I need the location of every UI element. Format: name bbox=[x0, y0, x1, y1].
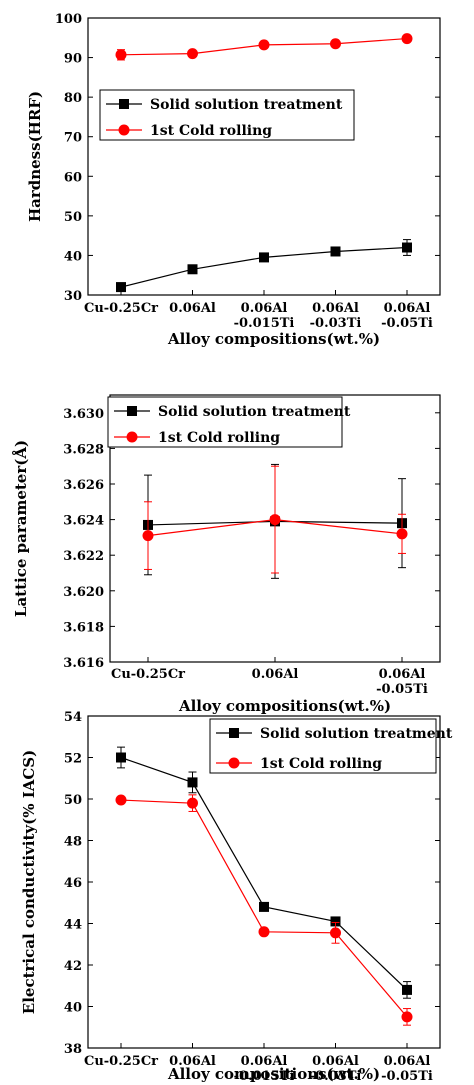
data-point-square bbox=[259, 901, 269, 912]
data-point-square bbox=[402, 984, 412, 995]
data-point-square bbox=[402, 242, 412, 253]
data-point-circle bbox=[115, 794, 127, 806]
data-point-square bbox=[330, 916, 341, 927]
y-tick-label: 3.626 bbox=[63, 478, 104, 493]
y-tick-label: 42 bbox=[64, 959, 82, 974]
series-line bbox=[120, 756, 408, 991]
data-point-circle bbox=[401, 33, 413, 45]
legend-label: 1st Cold rolling bbox=[150, 123, 272, 139]
data-point-circle bbox=[401, 1011, 413, 1023]
legend-label: 1st Cold rolling bbox=[158, 430, 280, 446]
y-axis-title: Lattice parameter(Å) bbox=[12, 440, 30, 617]
data-point-square bbox=[187, 777, 198, 788]
x-axis-title: Alloy compositions(wt.%) bbox=[178, 697, 391, 715]
x-tick-label: -0.015Ti bbox=[234, 1069, 295, 1084]
y-tick-label: 3.618 bbox=[63, 620, 104, 635]
x-tick-label: 0.06Al bbox=[384, 1054, 431, 1069]
legend-marker-square bbox=[229, 728, 239, 738]
y-tick-label: 46 bbox=[64, 876, 82, 891]
x-tick-label: -0.05Ti bbox=[381, 1069, 433, 1084]
legend-label: 1st Cold rolling bbox=[260, 756, 382, 772]
data-point-circle bbox=[269, 514, 281, 526]
y-tick-label: 3.628 bbox=[63, 442, 104, 457]
y-tick-label: 52 bbox=[64, 752, 82, 767]
legend-marker-circle bbox=[118, 124, 130, 136]
data-point-square bbox=[116, 282, 126, 293]
x-tick-label: Cu-0.25Cr bbox=[84, 1054, 158, 1069]
lattice-parameter-chart: 3.616 3.618 3.620 3.622 3.624 3.626 3.628 3.630… bbox=[12, 394, 441, 715]
x-tick-label: -0.015Ti bbox=[234, 316, 295, 331]
data-point-circle bbox=[187, 48, 198, 60]
legend-label: Solid solution treatment bbox=[260, 726, 453, 742]
legend-marker-square bbox=[127, 406, 137, 416]
x-tick-label: -0.05Ti bbox=[381, 316, 433, 331]
y-tick-label: 70 bbox=[64, 131, 82, 146]
x-tick-label: 0.06Al bbox=[169, 301, 216, 316]
data-point-circle bbox=[396, 528, 408, 540]
x-tick-label: 0.06Al bbox=[252, 667, 299, 682]
legend-marker-square bbox=[119, 99, 129, 109]
data-point-square bbox=[259, 252, 269, 263]
data-point-circle bbox=[142, 530, 154, 542]
legend-label: Solid solution treatment bbox=[158, 404, 351, 420]
data-point-circle bbox=[330, 38, 341, 50]
x-tick-label: 0.06Al bbox=[241, 301, 288, 316]
data-point-square bbox=[116, 752, 126, 763]
legend-box bbox=[209, 718, 437, 774]
x-axis-title: Alloy compositions(wt.%) bbox=[167, 1065, 380, 1083]
y-tick-label: 100 bbox=[55, 12, 82, 27]
y-tick-label: 90 bbox=[64, 52, 82, 67]
data-point-circle bbox=[258, 39, 270, 51]
x-tick-label: 0.06Al bbox=[312, 301, 359, 316]
data-point-square bbox=[330, 246, 341, 257]
y-tick-label: 50 bbox=[64, 210, 82, 225]
y-axis-title: Electrical conductivity(% IACS) bbox=[20, 750, 38, 1014]
x-tick-label: 0.06Al bbox=[169, 1054, 216, 1069]
data-point-circle bbox=[115, 49, 127, 61]
y-tick-label: 3.620 bbox=[63, 585, 104, 600]
y-tick-label: 40 bbox=[64, 1001, 82, 1016]
legend-marker-circle bbox=[228, 757, 240, 769]
x-axis-title: Alloy compositions(wt.%) bbox=[167, 330, 380, 348]
y-tick-label: 3.622 bbox=[63, 549, 104, 564]
x-tick-label: Cu-0.25Cr bbox=[111, 667, 185, 682]
y-tick-label: 50 bbox=[64, 793, 82, 808]
data-point-square bbox=[187, 264, 198, 275]
y-tick-label: 3.616 bbox=[63, 656, 104, 671]
x-tick-label: Cu-0.25Cr bbox=[84, 301, 158, 316]
y-tick-label: 38 bbox=[64, 1042, 82, 1057]
x-tick-label: -0.03Ti bbox=[310, 316, 362, 331]
y-tick-label: 3.624 bbox=[63, 514, 104, 529]
x-tick-label: -0.05Ti bbox=[376, 682, 428, 697]
y-tick-label: 48 bbox=[64, 835, 82, 850]
legend-marker-circle bbox=[126, 431, 138, 443]
legend-label: Solid solution treatment bbox=[150, 97, 343, 113]
y-tick-label: 3.630 bbox=[63, 407, 104, 422]
data-point-circle bbox=[258, 926, 270, 938]
x-tick-label: 0.06Al bbox=[379, 667, 426, 682]
y-tick-label: 40 bbox=[64, 249, 82, 264]
legend-box bbox=[107, 396, 343, 448]
y-axis-title: Hardness(HRF) bbox=[26, 91, 44, 222]
x-tick-label: 0.06Al bbox=[241, 1054, 288, 1069]
y-tick-label: 60 bbox=[64, 170, 82, 185]
y-tick-label: 54 bbox=[64, 710, 82, 725]
x-tick-label: 0.06Al bbox=[312, 1054, 359, 1069]
data-point-circle bbox=[330, 927, 341, 939]
legend-box bbox=[99, 89, 355, 141]
y-tick-label: 80 bbox=[64, 91, 82, 106]
x-tick-label: -0.03Ti bbox=[310, 1069, 362, 1084]
data-point-circle bbox=[187, 797, 198, 809]
y-tick-label: 44 bbox=[64, 918, 82, 933]
x-tick-label: 0.06Al bbox=[384, 301, 431, 316]
y-tick-label: 30 bbox=[64, 289, 82, 304]
